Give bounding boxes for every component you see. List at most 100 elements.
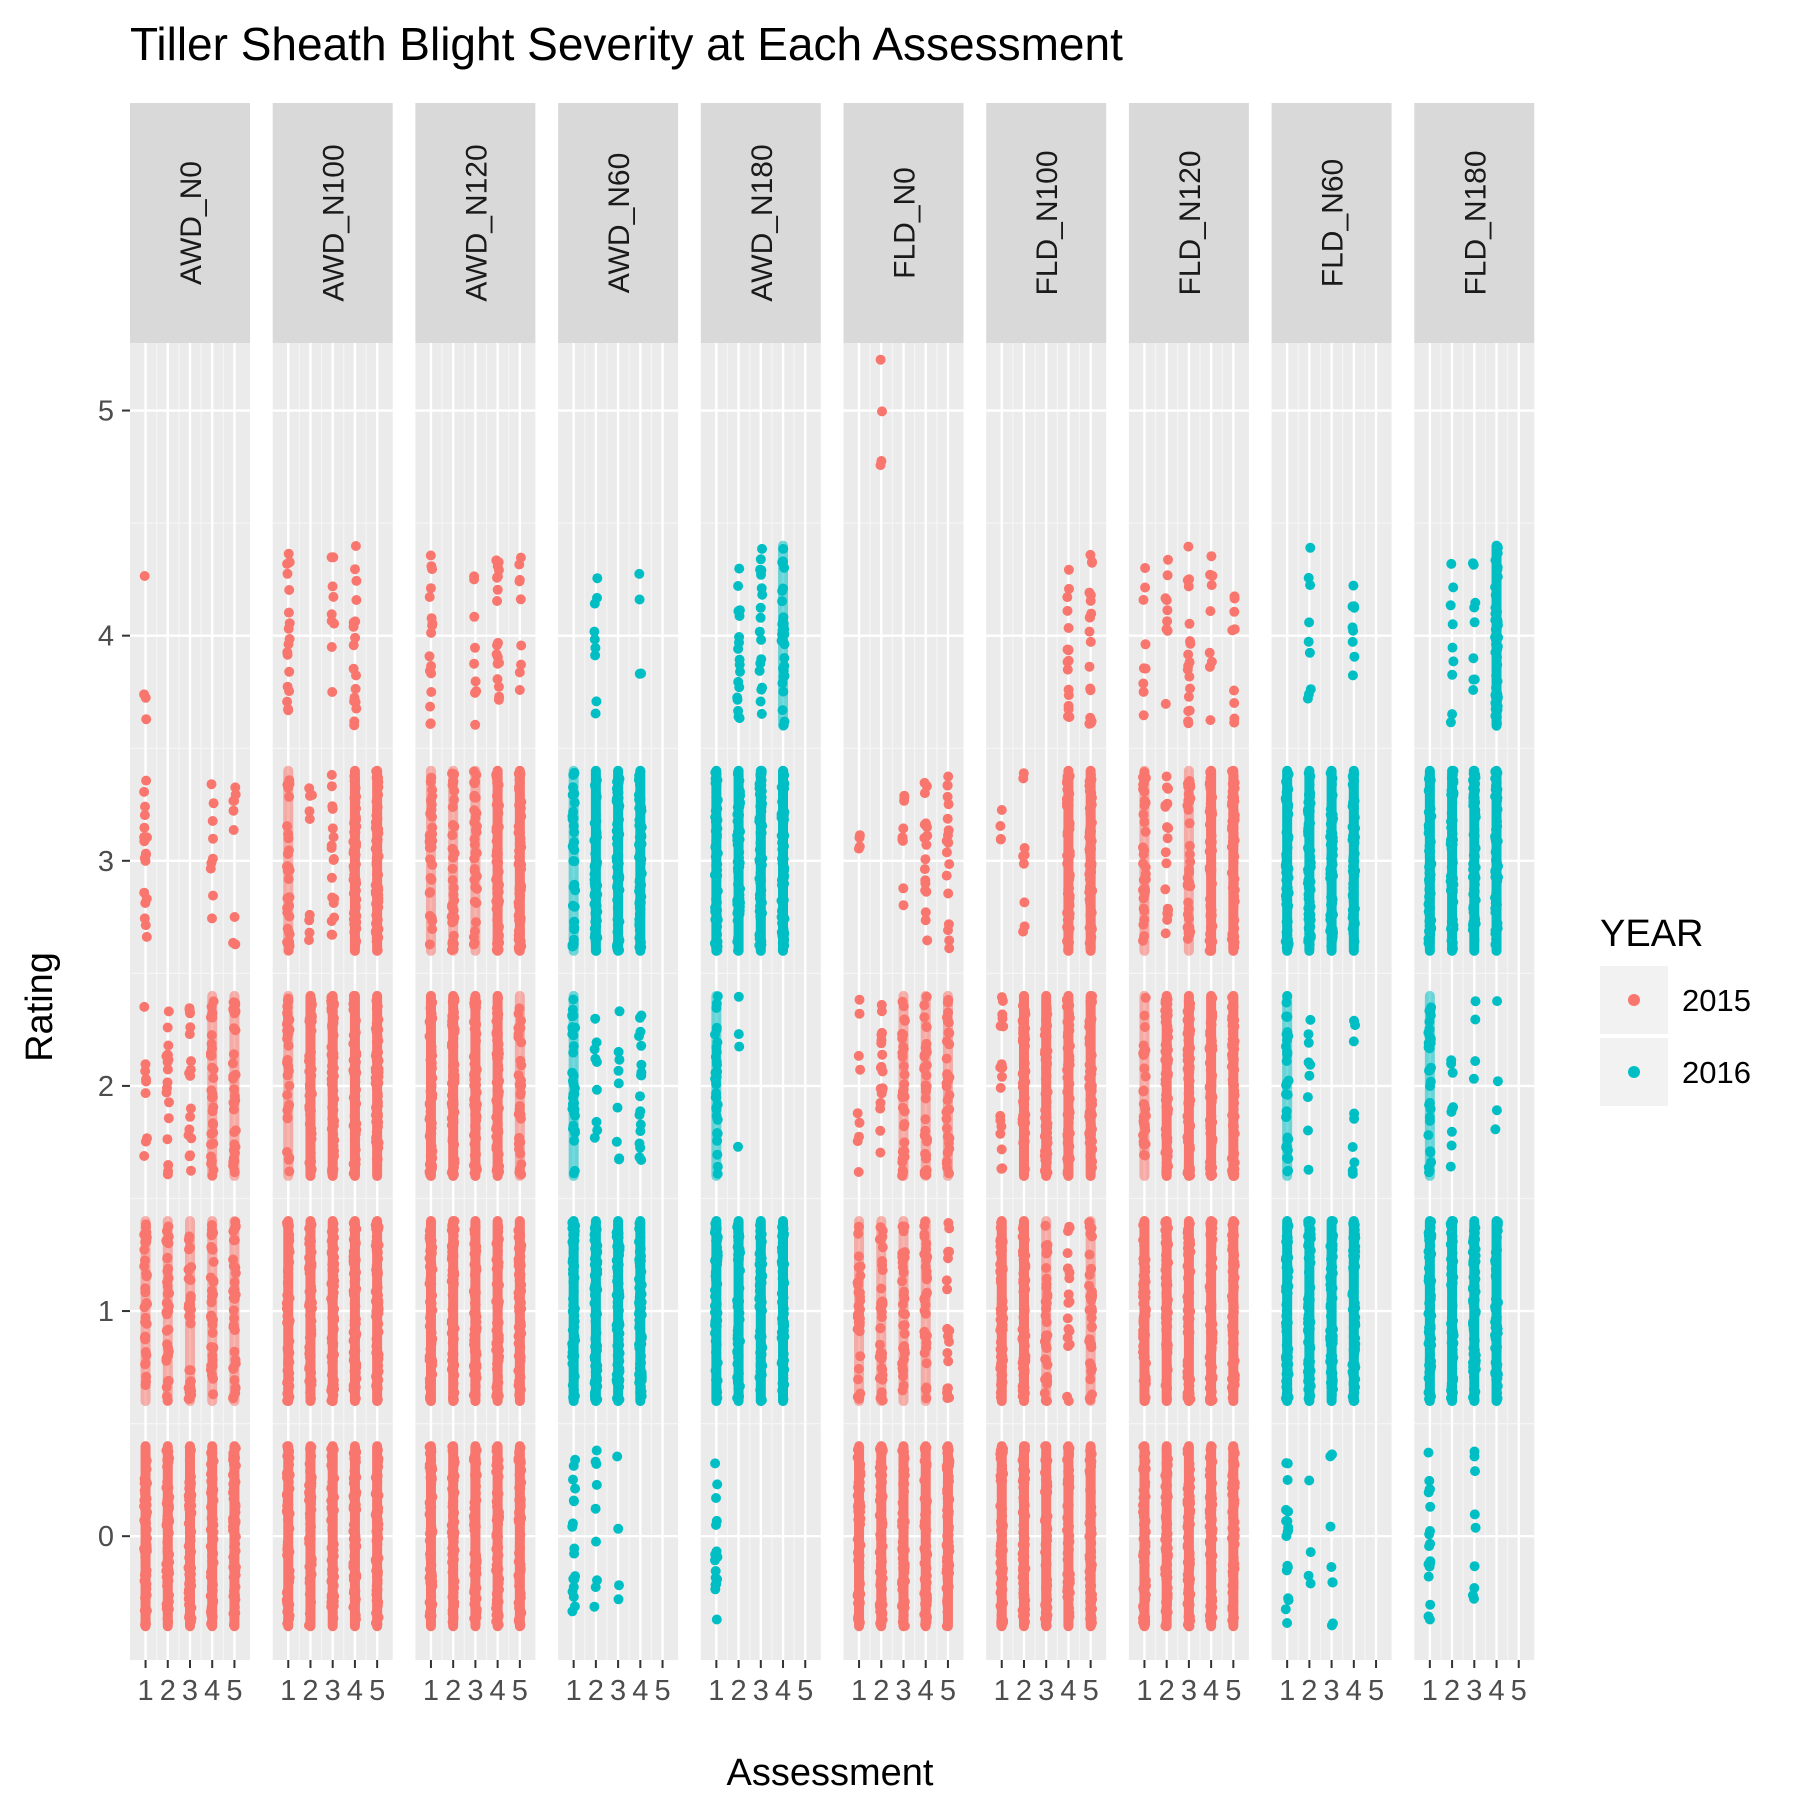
data-point <box>282 1057 292 1068</box>
data-point <box>515 594 526 605</box>
data-point <box>732 769 743 780</box>
data-point <box>853 843 864 854</box>
data-point <box>349 827 360 838</box>
data-point <box>304 814 315 824</box>
data-point <box>567 1521 578 1532</box>
data-point <box>492 596 503 606</box>
data-point <box>734 1244 745 1255</box>
data-point <box>853 1228 864 1239</box>
data-point <box>448 1573 459 1584</box>
data-point <box>612 1267 623 1278</box>
data-point <box>162 1480 173 1491</box>
data-point <box>943 771 954 782</box>
data-point <box>350 849 361 860</box>
data-point <box>920 1308 931 1319</box>
data-point <box>898 1371 908 1382</box>
data-point <box>734 659 745 670</box>
data-point <box>207 1062 218 1073</box>
data-point <box>712 775 723 786</box>
data-point <box>326 1123 337 1134</box>
data-point <box>515 890 526 901</box>
data-point <box>326 1483 337 1494</box>
data-point <box>919 1456 930 1466</box>
data-point <box>591 931 602 942</box>
data-point <box>370 926 381 937</box>
data-point <box>228 1562 239 1572</box>
x-tick-label: 1 <box>137 1675 153 1707</box>
data-point <box>304 1620 314 1631</box>
data-point <box>447 1484 458 1495</box>
data-point <box>590 1224 601 1235</box>
data-point <box>327 1463 338 1474</box>
data-point <box>897 1545 908 1556</box>
data-point <box>611 1255 622 1266</box>
data-point <box>943 1522 954 1532</box>
data-point <box>493 1564 504 1574</box>
data-point <box>613 932 624 943</box>
data-point <box>306 1328 317 1339</box>
data-point <box>568 821 579 831</box>
data-point <box>449 1012 460 1023</box>
data-point <box>756 684 767 695</box>
data-point <box>349 1600 360 1611</box>
data-point <box>942 1284 953 1295</box>
data-point <box>327 687 338 697</box>
data-point <box>206 1128 217 1139</box>
data-point <box>229 795 240 806</box>
data-point <box>425 1226 436 1237</box>
data-point <box>469 1298 480 1309</box>
data-point <box>733 932 744 943</box>
data-point <box>304 1508 315 1519</box>
data-point <box>350 564 360 575</box>
data-point <box>515 809 526 820</box>
data-point <box>515 1055 526 1066</box>
data-point <box>515 1494 526 1505</box>
data-point <box>590 1013 601 1024</box>
data-point <box>424 1448 435 1459</box>
data-point <box>471 1311 482 1322</box>
data-point <box>591 791 602 802</box>
data-point <box>491 769 502 780</box>
data-point <box>513 1070 524 1081</box>
data-point <box>206 1285 217 1296</box>
data-point <box>350 1585 361 1596</box>
data-point <box>734 563 745 574</box>
data-point <box>919 1000 930 1011</box>
data-point <box>348 1038 359 1049</box>
data-point <box>875 1598 886 1609</box>
data-point <box>919 1050 930 1060</box>
data-point <box>757 589 768 600</box>
data-point <box>350 1318 361 1329</box>
data-point <box>141 1219 151 1230</box>
data-point <box>371 811 382 822</box>
data-point <box>372 914 383 925</box>
data-point <box>327 892 338 903</box>
data-point <box>590 1285 600 1296</box>
x-tick-label: 5 <box>369 1675 385 1707</box>
data-point <box>282 568 293 579</box>
data-point <box>636 1040 647 1051</box>
data-point <box>328 1613 339 1624</box>
data-point <box>877 1049 888 1060</box>
data-point <box>567 939 578 950</box>
data-point <box>591 832 602 842</box>
data-point <box>470 1389 481 1400</box>
data-point <box>471 898 482 908</box>
data-point <box>922 822 932 833</box>
data-point <box>471 1612 482 1623</box>
data-point <box>711 860 722 871</box>
data-point <box>328 1390 339 1401</box>
data-point <box>372 802 383 813</box>
data-point <box>513 1365 524 1376</box>
data-point <box>491 1364 502 1375</box>
data-point <box>140 1587 151 1597</box>
data-point <box>183 1299 194 1310</box>
data-point <box>756 1341 767 1352</box>
data-point <box>449 1459 460 1469</box>
data-point <box>712 1037 723 1048</box>
data-point <box>447 1119 458 1130</box>
data-point <box>306 1554 317 1565</box>
data-point <box>942 1348 953 1358</box>
data-point <box>897 1252 908 1262</box>
data-point <box>471 1568 482 1579</box>
